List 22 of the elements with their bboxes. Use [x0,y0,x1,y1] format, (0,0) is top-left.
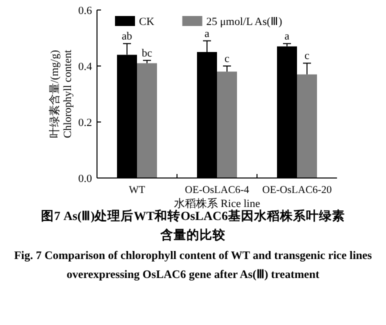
legend-label: 25 μmol/L As(Ⅲ) [206,16,282,28]
text: 图7 As(Ⅲ)处理后WT和转OsLAC6基因水稻株系叶绿素含量的比较 [40,208,346,244]
text: Fig. 7 Comparison of chlorophyll content of WT and transgenic rice lines overexpressing OsLAC6 gene after As(Ⅲ) treatment [13,249,373,283]
y-tick-label: 0.4 [78,61,92,73]
bar [297,74,317,178]
annotation: c [224,53,230,65]
annotation: bc [142,47,152,60]
y-tick-label: 0.6 [78,5,92,17]
y-tick-label: 0.2 [78,117,92,129]
bar [217,72,237,178]
legend-label: CK [139,16,154,28]
annotation: c [304,50,310,62]
y-tick-label: 0.0 [78,173,92,185]
x-tick-label: OE-OsLAC6-20 [262,185,332,196]
x-tick-label: OE-OsLAC6-4 [184,185,250,196]
annotation: ab [122,30,133,43]
annotation: a [284,30,290,43]
x-tick-label: WT [128,185,146,196]
x-axis-title: 水稻株系 Rice line [174,197,260,210]
bar [137,63,157,178]
annotation: a [204,28,210,40]
y-axis-title: 叶绿素含量/(mg/g) Chlorophyll content [48,50,74,138]
